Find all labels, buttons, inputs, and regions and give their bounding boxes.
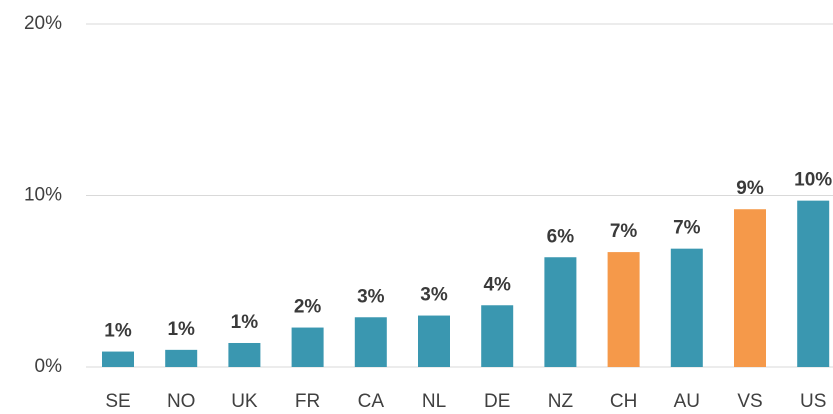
bar xyxy=(418,315,450,367)
x-tick-label: AU xyxy=(674,391,700,412)
value-label: 4% xyxy=(483,274,511,295)
y-tick-label: 20% xyxy=(24,13,62,34)
x-tick-label: CH xyxy=(610,391,637,412)
x-tick-label: NZ xyxy=(548,391,574,412)
x-tick-label: CA xyxy=(358,391,385,412)
bar xyxy=(670,248,703,367)
value-label: 1% xyxy=(231,312,259,333)
bar xyxy=(481,305,514,367)
x-tick-label: SE xyxy=(105,391,130,412)
value-label: 3% xyxy=(420,285,448,306)
bar xyxy=(734,209,766,367)
value-label: 9% xyxy=(736,178,764,199)
value-label: 7% xyxy=(673,218,701,239)
bar xyxy=(291,327,324,367)
bar xyxy=(228,342,261,367)
value-label: 7% xyxy=(610,221,638,242)
value-label: 6% xyxy=(547,226,575,247)
bar xyxy=(797,200,830,367)
x-tick-label: NL xyxy=(422,391,446,412)
bar xyxy=(607,252,640,367)
x-tick-label: VS xyxy=(737,391,762,412)
bar xyxy=(165,349,198,367)
bar xyxy=(102,351,134,367)
x-tick-label: FR xyxy=(295,391,320,412)
x-tick-label: US xyxy=(800,391,826,412)
value-label: 2% xyxy=(294,297,322,318)
bar xyxy=(354,317,387,367)
y-tick-label: 10% xyxy=(24,185,62,206)
value-label: 3% xyxy=(357,286,385,307)
bar xyxy=(544,257,577,367)
y-tick-label: 0% xyxy=(35,356,63,377)
value-label: 1% xyxy=(167,319,195,340)
value-label: 10% xyxy=(794,170,832,191)
x-tick-label: DE xyxy=(484,391,510,412)
value-label: 1% xyxy=(104,321,132,342)
x-tick-label: NO xyxy=(167,391,196,412)
x-tick-label: UK xyxy=(231,391,258,412)
